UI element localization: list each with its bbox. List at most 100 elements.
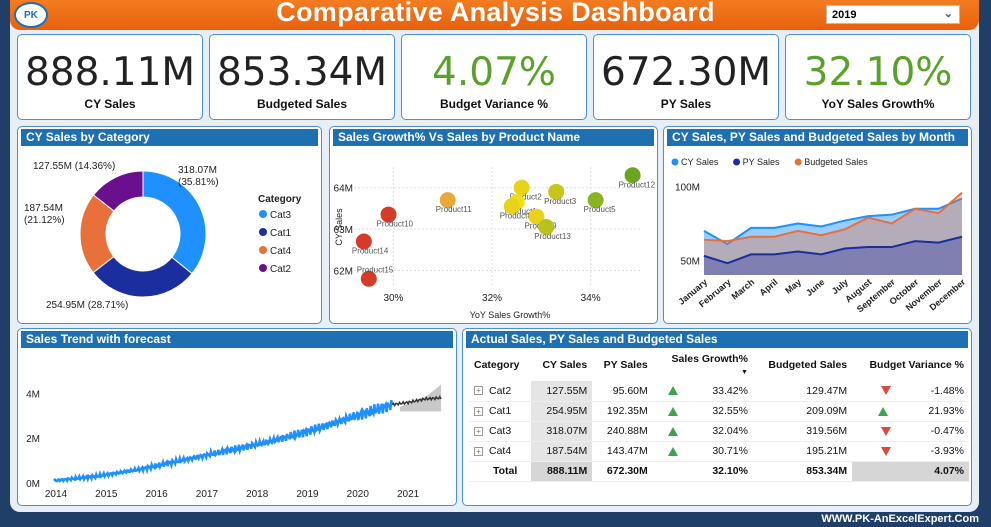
donut-slice-cat2: [92, 170, 144, 212]
col-header-budget-variance[interactable]: Budget Variance %: [869, 359, 964, 371]
scatter-point: [380, 206, 397, 223]
cell-category: + Cat3: [469, 421, 532, 442]
cell-category: + Cat2: [469, 381, 532, 402]
cell-variance-value: -0.47%: [930, 425, 964, 437]
kpi-label: YoY Sales Growth%: [821, 97, 935, 111]
trend-forecast-line: [391, 395, 442, 408]
donut-label-cat3: 318.07M: [178, 165, 217, 176]
donut-label-cat4: 187.54M: [24, 203, 63, 214]
panel-category-donut: CY Sales by Category 318.07M (35.81%) 254.…: [17, 126, 322, 324]
kpi-label: CY Sales: [84, 97, 136, 111]
cell-total-growth: 32.10%: [652, 460, 753, 482]
sort-desc-icon[interactable]: ▼: [741, 369, 748, 376]
header-bar: [10, 0, 979, 30]
table-row: + Cat4 187.54M 143.47M 30.71% 195.21M -3.93%: [469, 441, 969, 462]
trend-actual-line: [53, 400, 394, 484]
legend-dot: [794, 158, 802, 166]
scatter-point: [503, 198, 520, 215]
cell-growth: 30.71%: [652, 441, 753, 462]
expand-icon[interactable]: +: [474, 406, 483, 416]
area-x-tick: April: [758, 277, 780, 298]
kpi-label: Budget Variance %: [439, 97, 549, 111]
trend-x-tick: 2020: [347, 489, 370, 500]
cell-category: + Cat4: [469, 441, 532, 462]
cell-total-label: Total: [469, 460, 532, 482]
legend-dot-cat2: [259, 264, 267, 272]
cell-growth: 32.55%: [652, 401, 753, 422]
col-header-budgeted-sales[interactable]: Budgeted Sales: [768, 359, 848, 371]
cell-growth: 33.42%: [652, 381, 753, 402]
down-arrow-icon: [880, 446, 891, 456]
scatter-point: [513, 179, 530, 196]
kpi-card-budgeted-sales: 853.34M Budgeted Sales: [209, 34, 395, 120]
dashboard-title: Comparative Analysis Dashboard: [276, 0, 715, 27]
scatter-point: [624, 167, 641, 184]
area-line-budgeted-sales: [703, 191, 963, 243]
down-arrow-icon: [880, 426, 891, 436]
cell-variance-value: -3.93%: [930, 445, 964, 457]
table-total-row: Total 888.11M 672.30M 32.10% 853.34M 4.07%: [469, 460, 969, 482]
scatter-point-label: Product1: [505, 207, 538, 216]
expand-icon[interactable]: +: [474, 426, 483, 436]
area-x-tick: May: [783, 277, 803, 296]
cell-variance-value: 21.93%: [928, 405, 964, 417]
scatter-x-tick: 32%: [482, 293, 502, 304]
legend-label-cat4: Cat4: [270, 246, 292, 257]
cell-growth-value: 32.55%: [712, 405, 748, 417]
cell-total-py: 672.30M: [592, 460, 653, 482]
up-arrow-icon: [878, 406, 889, 416]
forecast-band: [399, 384, 442, 412]
legend-dot-cat1: [259, 228, 267, 236]
cell-py-sales: 192.35M: [592, 401, 653, 422]
up-arrow-icon: [668, 446, 679, 456]
scatter-point-label: Product8: [500, 211, 533, 220]
scatter-y-tick: 64M: [334, 184, 353, 195]
footer-url[interactable]: WWW.PK-AnExcelExpert.Com: [821, 513, 979, 525]
trend-y-tick: 4M: [26, 389, 40, 400]
kpi-label: PY Sales: [660, 97, 712, 111]
scatter-point-label: Product10: [377, 220, 414, 229]
scatter-point: [439, 192, 456, 209]
legend-dot-cat3: [259, 210, 267, 218]
year-dropdown[interactable]: 2019 ⌄: [826, 5, 960, 24]
panel-table: Actual Sales, PY Sales and Budgeted Sale…: [462, 328, 972, 506]
cell-cy-sales: 127.55M: [531, 381, 593, 402]
donut-chart[interactable]: 318.07M(35.81%) 254.95M (28.71%) 187.54M(2…: [18, 127, 323, 325]
col-header-py-sales[interactable]: PY Sales: [603, 359, 648, 371]
donut-legend-title: Category: [258, 194, 302, 205]
trend-chart[interactable]: 0M 2M 4M 2014 2015 2016 2017 2018 2019 2020 2021: [18, 329, 458, 507]
up-arrow-icon: [668, 386, 679, 396]
col-header-sales-growth[interactable]: Sales Growth% ▼: [653, 349, 753, 381]
cell-category-label: Cat4: [489, 445, 512, 457]
cell-budget: 209.09M: [752, 401, 853, 422]
col-header-category[interactable]: Category: [474, 359, 520, 371]
donut-slice-cat3: [142, 170, 207, 275]
trend-x-tick: 2016: [145, 489, 168, 500]
cell-growth-value: 32.04%: [712, 425, 748, 437]
kpi-card-py-sales: 672.30M PY Sales: [593, 34, 779, 120]
expand-icon[interactable]: +: [474, 386, 483, 396]
scatter-chart[interactable]: 30% 32% 34% 62M 63M 64M YoY Sales Growth% CY Sa…: [330, 127, 659, 325]
sales-table: Category CY Sales PY Sales Sales Growth%…: [469, 349, 969, 482]
scatter-y-label: CY Sales: [334, 208, 344, 246]
table-row: + Cat1 254.95M 192.35M 32.55% 209.09M 21.93%: [469, 401, 969, 422]
legend-label-cat2: Cat2: [270, 264, 292, 275]
scatter-x-label: YoY Sales Growth%: [470, 310, 551, 320]
cell-cy-sales: 254.95M: [531, 401, 593, 422]
donut-label-cat1: 254.95M (28.71%): [46, 300, 128, 311]
donut-slice-cat1: [92, 255, 193, 298]
scatter-point-label: Product12: [619, 180, 656, 189]
scatter-y-tick: 63M: [334, 225, 353, 236]
logo-icon: PK: [14, 2, 48, 28]
month-area-chart[interactable]: CY Sales PY Sales Budgeted Sales100M50MJan…: [664, 127, 973, 325]
cell-cy-sales: 187.54M: [531, 441, 593, 462]
scatter-point-label: Product2: [510, 193, 543, 202]
col-header-cy-sales[interactable]: CY Sales: [542, 359, 588, 371]
cell-variance-value: -1.48%: [930, 384, 964, 397]
panel-month-area: CY Sales, PY Sales and Budgeted Sales by…: [663, 126, 972, 324]
cell-budget: 195.21M: [752, 441, 853, 462]
panel-scatter: Sales Growth% Vs Sales by Product Name 3…: [329, 126, 658, 324]
chevron-down-icon[interactable]: ⌄: [943, 8, 953, 20]
cell-growth-value: 33.42%: [712, 384, 748, 397]
expand-icon[interactable]: +: [474, 446, 483, 456]
